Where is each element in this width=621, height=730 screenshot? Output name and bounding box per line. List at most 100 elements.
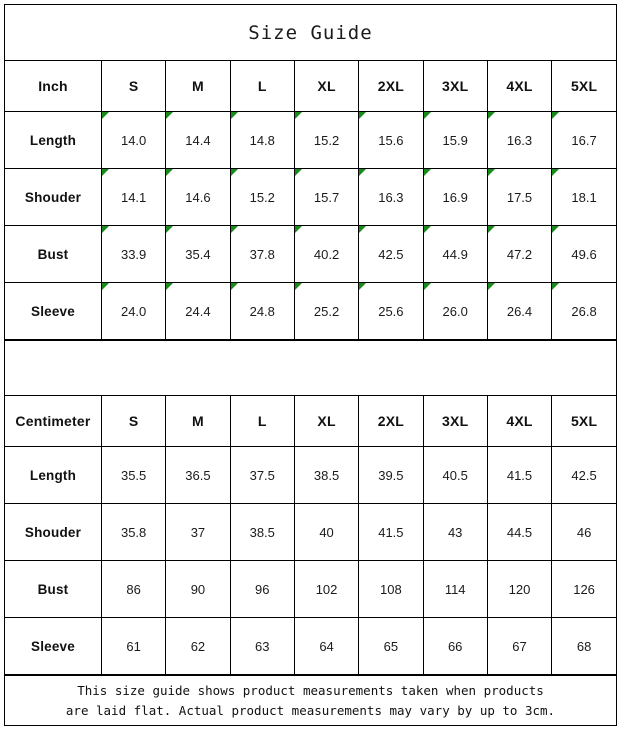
cm-measurement-cell: 38.5 xyxy=(293,446,360,504)
cm-measurement-cell: 36.5 xyxy=(165,446,231,504)
inch-measurement-cell: 25.6 xyxy=(358,282,424,340)
inch-table: Inch S M L XL 2XL 3XL 4XL 5XL Length 14.0 14.4 14.8 1… xyxy=(5,61,616,340)
inch-table-wrapper: Inch S M L XL 2XL 3XL 4XL 5XL Length 14.0 14.4 14.8 1… xyxy=(5,61,616,340)
inch-row-label: Shouder xyxy=(5,168,102,226)
inch-measurement-cell: 37.8 xyxy=(229,225,295,283)
cm-measurement-cell: 43 xyxy=(422,503,488,561)
cm-measurement-cell: 120 xyxy=(486,560,553,618)
cm-size-header-xl: XL xyxy=(293,396,360,447)
table-spacer xyxy=(5,340,616,396)
inch-size-header-3xl: 3XL xyxy=(422,61,488,112)
inch-size-header-m: M xyxy=(165,61,231,112)
cm-header-row: Centimeter S M L XL 2XL 3XL 4XL 5XL xyxy=(5,396,616,447)
inch-measurement-cell: 16.3 xyxy=(486,111,553,169)
cm-measurement-cell: 37.5 xyxy=(229,446,295,504)
cm-measurement-cell: 41.5 xyxy=(358,503,424,561)
inch-size-header-s: S xyxy=(100,61,167,112)
table-row: Shouder 35.8 37 38.5 40 41.5 43 44.5 46 xyxy=(5,503,616,561)
table-row: Length 35.5 36.5 37.5 38.5 39.5 40.5 41.5 42.5 xyxy=(5,446,616,504)
inch-row-label: Length xyxy=(5,111,102,169)
inch-size-header-5xl: 5XL xyxy=(551,61,616,112)
cm-size-header-s: S xyxy=(100,396,167,447)
title-row: Size Guide xyxy=(5,5,616,61)
centimeter-table: Centimeter S M L XL 2XL 3XL 4XL 5XL Length 35.5 36.… xyxy=(5,396,616,675)
inch-measurement-cell: 15.2 xyxy=(293,111,360,169)
cm-size-header-m: M xyxy=(165,396,231,447)
cm-unit-header: Centimeter xyxy=(5,396,102,447)
cm-measurement-cell: 41.5 xyxy=(486,446,553,504)
inch-measurement-cell: 14.8 xyxy=(229,111,295,169)
inch-measurement-cell: 35.4 xyxy=(165,225,231,283)
cm-measurement-cell: 108 xyxy=(358,560,424,618)
footer-note-line-1: This size guide shows product measuremen… xyxy=(77,682,544,698)
cm-measurement-cell: 64 xyxy=(293,617,360,675)
cm-measurement-cell: 46 xyxy=(551,503,616,561)
cm-measurement-cell: 38.5 xyxy=(229,503,295,561)
inch-measurement-cell: 15.6 xyxy=(358,111,424,169)
cm-measurement-cell: 66 xyxy=(422,617,488,675)
cm-size-header-l: L xyxy=(229,396,295,447)
inch-measurement-cell: 40.2 xyxy=(293,225,360,283)
inch-measurement-cell: 26.0 xyxy=(422,282,488,340)
inch-measurement-cell: 14.1 xyxy=(100,168,167,226)
cm-size-header-3xl: 3XL xyxy=(422,396,488,447)
cm-measurement-cell: 62 xyxy=(165,617,231,675)
cm-measurement-cell: 114 xyxy=(422,560,488,618)
table-row: Sleeve 61 62 63 64 65 66 67 68 xyxy=(5,617,616,675)
cm-measurement-cell: 65 xyxy=(358,617,424,675)
inch-measurement-cell: 14.6 xyxy=(165,168,231,226)
inch-measurement-cell: 14.0 xyxy=(100,111,167,169)
inch-row-label: Sleeve xyxy=(5,282,102,340)
inch-row-label: Bust xyxy=(5,225,102,283)
table-row: Bust 86 90 96 102 108 114 120 126 xyxy=(5,560,616,618)
inch-measurement-cell: 17.5 xyxy=(486,168,553,226)
cm-size-header-4xl: 4XL xyxy=(486,396,553,447)
inch-measurement-cell: 33.9 xyxy=(100,225,167,283)
cm-row-label: Shouder xyxy=(5,503,102,561)
inch-unit-header: Inch xyxy=(5,61,102,112)
inch-size-header-4xl: 4XL xyxy=(486,61,553,112)
table-row: Shouder 14.1 14.6 15.2 15.7 16.3 16.9 17.5 18.1 xyxy=(5,168,616,226)
cm-measurement-cell: 126 xyxy=(551,560,616,618)
cm-row-label: Sleeve xyxy=(5,617,102,675)
inch-measurement-cell: 16.9 xyxy=(422,168,488,226)
table-row: Bust 33.9 35.4 37.8 40.2 42.5 44.9 47.2 49.6 xyxy=(5,225,616,283)
cm-measurement-cell: 37 xyxy=(165,503,231,561)
cm-measurement-cell: 63 xyxy=(229,617,295,675)
cm-measurement-cell: 86 xyxy=(100,560,167,618)
inch-measurement-cell: 49.6 xyxy=(551,225,616,283)
table-row: Sleeve 24.0 24.4 24.8 25.2 25.6 26.0 26.4 26.8 xyxy=(5,282,616,340)
inch-measurement-cell: 15.7 xyxy=(293,168,360,226)
cm-size-header-2xl: 2XL xyxy=(358,396,424,447)
cm-measurement-cell: 35.8 xyxy=(100,503,167,561)
inch-measurement-cell: 26.4 xyxy=(486,282,553,340)
inch-size-header-xl: XL xyxy=(293,61,360,112)
inch-size-header-2xl: 2XL xyxy=(358,61,424,112)
inch-measurement-cell: 14.4 xyxy=(165,111,231,169)
inch-size-header-l: L xyxy=(229,61,295,112)
inch-measurement-cell: 44.9 xyxy=(422,225,488,283)
inch-measurement-cell: 25.2 xyxy=(293,282,360,340)
cm-size-header-5xl: 5XL xyxy=(551,396,616,447)
page-title: Size Guide xyxy=(248,21,373,44)
inch-measurement-cell: 15.9 xyxy=(422,111,488,169)
cm-measurement-cell: 96 xyxy=(229,560,295,618)
cm-table-wrapper: Centimeter S M L XL 2XL 3XL 4XL 5XL Length 35.5 36.… xyxy=(5,396,616,675)
inch-measurement-cell: 24.0 xyxy=(100,282,167,340)
cm-measurement-cell: 102 xyxy=(293,560,360,618)
table-row: Length 14.0 14.4 14.8 15.2 15.6 15.9 16.3 16.7 xyxy=(5,111,616,169)
cm-measurement-cell: 42.5 xyxy=(551,446,616,504)
cm-measurement-cell: 67 xyxy=(486,617,553,675)
inch-measurement-cell: 42.5 xyxy=(358,225,424,283)
cm-measurement-cell: 35.5 xyxy=(100,446,167,504)
inch-measurement-cell: 47.2 xyxy=(486,225,553,283)
inch-measurement-cell: 24.8 xyxy=(229,282,295,340)
inch-measurement-cell: 16.3 xyxy=(358,168,424,226)
cm-measurement-cell: 68 xyxy=(551,617,616,675)
cm-measurement-cell: 90 xyxy=(165,560,231,618)
size-guide-frame: Size Guide Inch S M L XL 2XL 3XL 4XL 5XL Length 14… xyxy=(4,4,617,726)
cm-row-label: Length xyxy=(5,446,102,504)
cm-measurement-cell: 40 xyxy=(293,503,360,561)
inch-measurement-cell: 15.2 xyxy=(229,168,295,226)
